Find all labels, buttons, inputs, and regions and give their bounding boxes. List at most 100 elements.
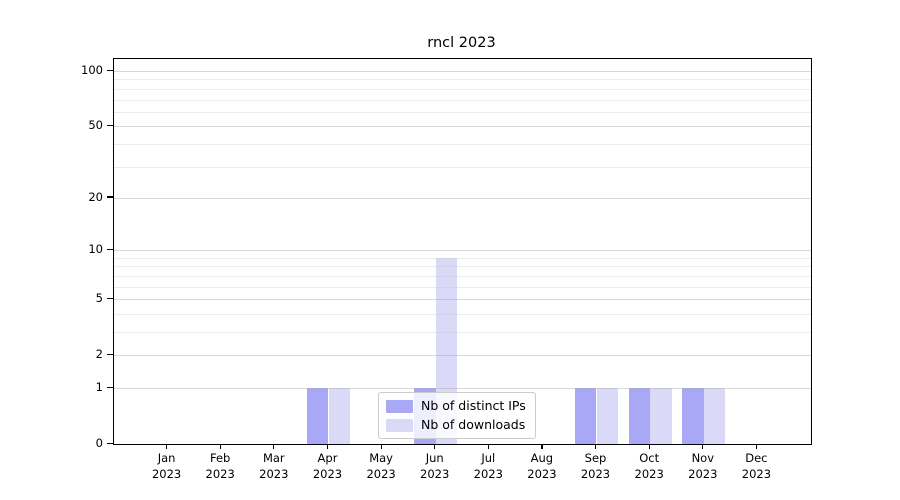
x-tick-year: 2023 bbox=[420, 466, 450, 481]
gridline-80 bbox=[114, 88, 811, 90]
x-tick-month: Apr bbox=[317, 451, 338, 465]
x-tick-month: Jun bbox=[425, 451, 444, 465]
legend-item-downloads: Nb of downloads bbox=[386, 417, 526, 433]
x-tick-label-oct: Oct 2023 bbox=[617, 451, 681, 482]
legend: Nb of distinct IPs Nb of downloads bbox=[378, 392, 536, 439]
x-tick-month: May bbox=[369, 451, 393, 465]
x-tick-year: 2023 bbox=[151, 466, 182, 481]
gridline-5 bbox=[114, 299, 811, 301]
x-tick-label-dec: Dec 2023 bbox=[724, 451, 788, 482]
x-tick-label-jan: Jan 2023 bbox=[135, 451, 199, 482]
bar-downloads-sep bbox=[596, 388, 618, 444]
x-tick-year: 2023 bbox=[527, 466, 557, 481]
gridline-8 bbox=[114, 266, 811, 268]
gridline-40 bbox=[114, 143, 811, 145]
x-tick-mark-aug bbox=[541, 444, 543, 449]
x-tick-mark-apr bbox=[327, 444, 329, 449]
y-tick-mark-10 bbox=[107, 248, 113, 250]
bar-downloads-apr bbox=[328, 388, 350, 444]
x-tick-mark-may bbox=[380, 444, 382, 449]
bar-distinct-ips-sep bbox=[575, 388, 597, 444]
gridline-100 bbox=[114, 71, 811, 72]
x-tick-month: Jul bbox=[481, 451, 496, 465]
x-tick-label-jun: Jun 2023 bbox=[403, 451, 467, 482]
gridline-90 bbox=[114, 79, 811, 81]
y-tick-mark-20 bbox=[107, 196, 113, 198]
legend-label-distinct-ips: Nb of distinct IPs bbox=[421, 398, 526, 413]
x-tick-year: 2023 bbox=[205, 466, 235, 481]
x-tick-label-sep: Sep 2023 bbox=[564, 451, 628, 482]
y-tick-label-2: 2 bbox=[95, 347, 103, 362]
gridline-50 bbox=[114, 126, 811, 128]
x-tick-label-aug: Aug 2023 bbox=[510, 451, 574, 482]
gridline-10 bbox=[114, 250, 811, 252]
y-tick-label-10: 10 bbox=[88, 242, 103, 257]
gridline-3 bbox=[114, 332, 811, 333]
x-tick-label-mar: Mar 2023 bbox=[242, 451, 306, 482]
y-tick-label-0: 0 bbox=[95, 436, 103, 450]
x-tick-year: 2023 bbox=[473, 466, 503, 481]
x-tick-month: Aug bbox=[530, 451, 554, 465]
x-tick-year: 2023 bbox=[366, 466, 396, 481]
y-tick-mark-50 bbox=[107, 124, 113, 126]
bar-distinct-ips-apr bbox=[307, 388, 329, 444]
x-tick-year: 2023 bbox=[580, 466, 611, 481]
y-tick-label-20: 20 bbox=[88, 189, 103, 204]
x-tick-label-may: May 2023 bbox=[349, 451, 413, 482]
x-tick-mark-oct bbox=[648, 444, 650, 449]
x-tick-month: Nov bbox=[691, 451, 715, 465]
y-tick-mark-100 bbox=[107, 69, 113, 71]
x-tick-mark-jun bbox=[434, 444, 436, 449]
x-tick-mark-jan bbox=[166, 444, 168, 449]
x-tick-label-feb: Feb 2023 bbox=[188, 451, 252, 482]
x-tick-year: 2023 bbox=[312, 466, 343, 481]
x-tick-mark-jul bbox=[487, 444, 489, 449]
x-tick-month: Oct bbox=[639, 451, 660, 465]
gridline-7 bbox=[114, 275, 811, 277]
y-tick-label-50: 50 bbox=[88, 118, 103, 133]
x-tick-label-nov: Nov 2023 bbox=[671, 451, 735, 482]
legend-swatch-distinct-ips bbox=[386, 399, 413, 413]
x-tick-year: 2023 bbox=[741, 466, 772, 481]
plot-area: Nb of distinct IPs Nb of downloads bbox=[113, 58, 812, 445]
bar-downloads-nov bbox=[703, 388, 726, 444]
x-tick-year: 2023 bbox=[259, 466, 289, 481]
bar-distinct-ips-oct bbox=[628, 388, 651, 444]
x-tick-month: Dec bbox=[745, 451, 768, 465]
gridline-9 bbox=[114, 257, 811, 259]
x-tick-year: 2023 bbox=[688, 466, 718, 481]
gridline-20 bbox=[114, 197, 811, 199]
x-tick-label-jul: Jul 2023 bbox=[456, 451, 520, 482]
legend-swatch-downloads bbox=[386, 418, 413, 432]
x-tick-month: Sep bbox=[584, 451, 607, 465]
legend-item-distinct-ips: Nb of distinct IPs bbox=[386, 398, 526, 414]
x-tick-year: 2023 bbox=[634, 466, 664, 481]
x-tick-label-apr: Apr 2023 bbox=[296, 451, 360, 482]
y-tick-mark-5 bbox=[107, 297, 113, 299]
bar-distinct-ips-nov bbox=[682, 388, 704, 444]
chart-title: rncl 2023 bbox=[427, 35, 496, 51]
y-tick-mark-2 bbox=[107, 353, 113, 355]
x-tick-mark-sep bbox=[595, 444, 597, 449]
gridline-6 bbox=[114, 286, 811, 288]
x-tick-month: Jan bbox=[157, 451, 176, 465]
y-tick-label-100: 100 bbox=[81, 63, 103, 77]
y-tick-label-5: 5 bbox=[95, 291, 103, 306]
y-tick-label-1: 1 bbox=[95, 380, 103, 394]
y-tick-mark-1 bbox=[107, 386, 113, 388]
gridline-70 bbox=[114, 99, 811, 101]
gridline-2 bbox=[114, 355, 811, 357]
x-tick-mark-mar bbox=[273, 444, 275, 449]
x-tick-month: Feb bbox=[210, 451, 231, 465]
gridline-30 bbox=[114, 166, 811, 168]
x-tick-mark-nov bbox=[702, 444, 704, 449]
y-tick-mark-0 bbox=[107, 442, 113, 444]
x-tick-month: Mar bbox=[262, 451, 285, 465]
bar-downloads-oct bbox=[650, 388, 672, 444]
gridline-4 bbox=[114, 313, 811, 315]
x-tick-mark-dec bbox=[755, 444, 758, 449]
gridline-60 bbox=[114, 111, 811, 113]
legend-label-downloads: Nb of downloads bbox=[421, 417, 526, 432]
x-tick-mark-feb bbox=[219, 444, 221, 449]
